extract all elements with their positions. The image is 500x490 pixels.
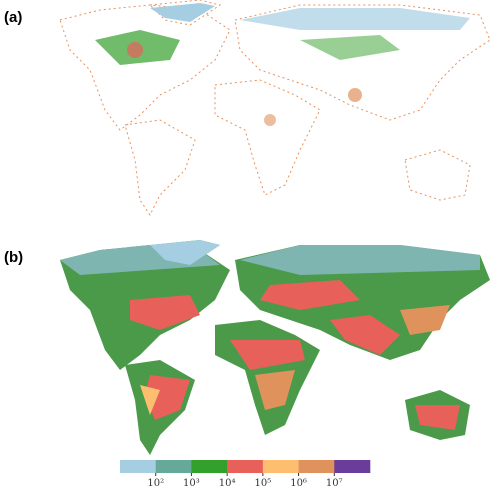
tick-label: 10⁶ [290,478,307,489]
panel-label: (a) [4,9,22,26]
colorbar: 10² 10³ 10⁴ 10⁵ 10⁶ 10⁷ [120,460,371,489]
colorbar-segment [334,460,371,473]
tick-label: 10² [147,478,164,489]
map-b [60,240,490,455]
tick-label: 10⁷ [326,478,343,489]
colorbar-segment [155,460,192,473]
colorbar-segment [227,460,264,473]
tick-label: 10⁴ [219,478,236,489]
panel-label: (b) [4,249,23,266]
colorbar-segment [191,460,228,473]
colorbar-segment [120,460,157,473]
tick-label: 10³ [183,478,200,489]
map-a [59,0,491,216]
tick-label: 10⁵ [254,478,271,489]
colorbar-segment [298,460,335,473]
colorbar-segment [262,460,299,473]
